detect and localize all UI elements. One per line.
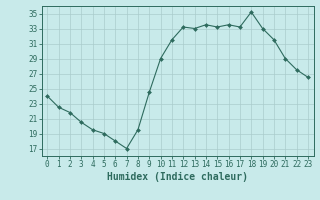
X-axis label: Humidex (Indice chaleur): Humidex (Indice chaleur) (107, 172, 248, 182)
